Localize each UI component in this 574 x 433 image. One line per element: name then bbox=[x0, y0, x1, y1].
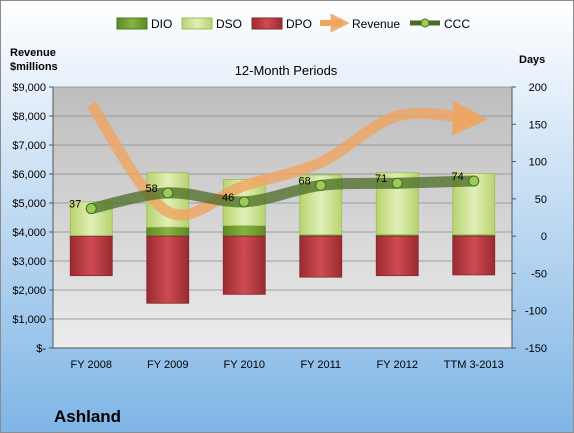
legend-item-dio: DIO bbox=[116, 17, 172, 31]
ccc-point bbox=[468, 175, 480, 187]
bar-dio bbox=[146, 226, 190, 237]
bar-dpo bbox=[452, 235, 496, 276]
bar-dio bbox=[222, 225, 266, 237]
legend-label-revenue: Revenue bbox=[352, 17, 400, 31]
x-tick-label: FY 2008 bbox=[71, 359, 112, 371]
left-tick-label: $4,000 bbox=[12, 227, 46, 239]
left-tick-label: $5,000 bbox=[12, 198, 46, 210]
legend-item-revenue: Revenue bbox=[320, 13, 400, 33]
ccc-data-label: 58 bbox=[146, 183, 158, 195]
bar-dpo bbox=[375, 235, 419, 277]
x-tick-label: FY 2012 bbox=[377, 359, 418, 371]
left-tick-label: $3,000 bbox=[12, 256, 46, 268]
left-tick-label: $1,000 bbox=[12, 314, 46, 326]
company-name: Ashland bbox=[54, 407, 121, 426]
left-axis-title-line1: Revenue bbox=[10, 47, 56, 59]
legend-label-dso: DSO bbox=[216, 17, 242, 31]
ccc-data-label: 71 bbox=[375, 173, 387, 185]
left-tick-label: $9,000 bbox=[12, 82, 46, 94]
ccc-point bbox=[162, 187, 174, 199]
ccc-point bbox=[391, 177, 403, 189]
legend-swatch-dio bbox=[116, 17, 148, 30]
bar-dpo bbox=[69, 235, 113, 277]
axes: $- $1,000 $2,000 $3,000 $4,000 $5,000 $6,000 $7… bbox=[12, 82, 547, 371]
ccc-data-label: 37 bbox=[69, 199, 81, 211]
left-tick-label: $2,000 bbox=[12, 285, 46, 297]
left-tick-label: $6,000 bbox=[12, 169, 46, 181]
right-tick-label: -50 bbox=[531, 268, 547, 280]
legend-label-ccc: CCC bbox=[444, 17, 470, 31]
right-tick-label: 200 bbox=[529, 82, 547, 94]
ccc-data-label: 74 bbox=[452, 171, 464, 183]
legend-swatch-dso bbox=[181, 17, 213, 30]
left-tick-label: $8,000 bbox=[12, 111, 46, 123]
legend-label-dpo: DPO bbox=[286, 17, 312, 31]
legend-item-dso: DSO bbox=[181, 17, 242, 31]
left-tick-label: $- bbox=[36, 343, 46, 355]
left-axis-title-line2: $millions bbox=[10, 61, 58, 73]
ccc-point bbox=[238, 196, 250, 208]
x-tick-label: FY 2009 bbox=[147, 359, 188, 371]
x-tick-label: TTM 3-2013 bbox=[444, 359, 504, 371]
ccc-data-label: 68 bbox=[299, 175, 311, 187]
x-tick-label: FY 2010 bbox=[224, 359, 265, 371]
right-axis-title: Days bbox=[519, 54, 545, 66]
right-tick-label: -150 bbox=[525, 343, 547, 355]
legend: DIO DSO DPO Revenue CCC bbox=[116, 13, 470, 33]
bar-dpo bbox=[146, 235, 190, 304]
bar-dpo bbox=[222, 235, 266, 295]
legend-label-dio: DIO bbox=[151, 17, 172, 31]
bar-dpo bbox=[299, 235, 343, 278]
ccc-data-label: 46 bbox=[222, 192, 234, 204]
legend-marker-ccc bbox=[420, 18, 430, 28]
right-tick-label: 0 bbox=[541, 231, 547, 243]
x-tick-label: FY 2011 bbox=[300, 359, 341, 371]
right-tick-label: -100 bbox=[525, 306, 547, 318]
legend-item-ccc: CCC bbox=[410, 17, 470, 31]
ccc-point bbox=[85, 203, 97, 215]
right-tick-label: 50 bbox=[535, 194, 547, 206]
ccc-line bbox=[85, 175, 480, 215]
plot-area bbox=[53, 87, 512, 348]
legend-swatch-dpo bbox=[251, 17, 283, 30]
left-tick-label: $7,000 bbox=[12, 140, 46, 152]
ccc-point bbox=[315, 179, 327, 191]
right-tick-label: 100 bbox=[529, 157, 547, 169]
right-tick-label: 150 bbox=[529, 119, 547, 131]
chart-subtitle: 12-Month Periods bbox=[235, 63, 338, 78]
legend-item-dpo: DPO bbox=[251, 17, 312, 31]
lines: 37 58 46 68 71 74 bbox=[69, 100, 488, 221]
